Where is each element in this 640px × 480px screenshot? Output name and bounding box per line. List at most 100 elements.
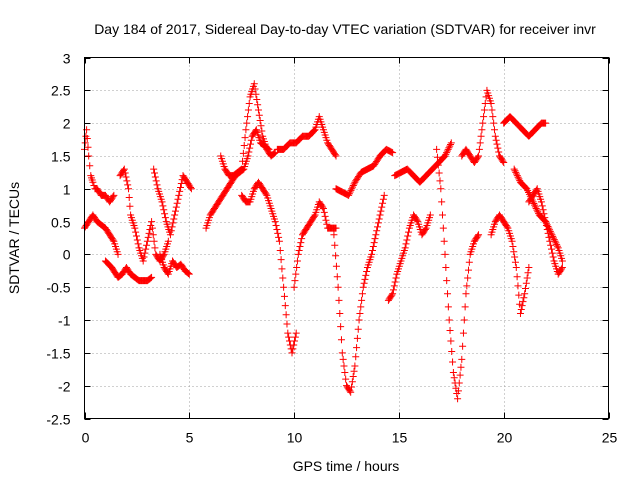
data-point-marker — [515, 291, 523, 299]
data-point-marker — [242, 126, 250, 134]
data-point-marker — [334, 283, 342, 291]
data-point-marker — [465, 258, 473, 266]
data-point-marker — [370, 239, 378, 247]
data-point-marker — [531, 203, 539, 211]
data-point-marker — [247, 140, 255, 148]
data-point-marker — [277, 256, 285, 264]
x-tick-label: 20 — [497, 430, 513, 446]
y-tick-label: 0 — [63, 247, 71, 263]
data-point-marker — [541, 214, 549, 222]
data-point-marker — [435, 169, 443, 177]
data-point-marker — [521, 290, 529, 298]
data-point-marker — [368, 246, 376, 254]
data-point-marker — [447, 140, 455, 148]
data-point-marker — [403, 236, 411, 244]
data-point-marker — [544, 229, 552, 237]
data-point-marker — [374, 223, 382, 231]
data-point-marker — [442, 264, 450, 272]
x-tick-label: 10 — [287, 430, 303, 446]
data-point-marker — [389, 149, 397, 157]
data-point-marker — [488, 106, 496, 114]
data-point-marker — [404, 232, 412, 240]
data-point-marker — [446, 142, 454, 150]
data-point-marker — [240, 141, 248, 149]
data-point-marker — [359, 283, 367, 291]
data-point-marker — [405, 228, 413, 236]
x-tick-label: 25 — [602, 430, 618, 446]
data-point-marker — [167, 227, 175, 235]
series-track-u — [525, 185, 566, 278]
data-point-marker — [288, 349, 296, 357]
data-point-marker — [142, 245, 150, 253]
data-point-marker — [250, 80, 258, 88]
data-point-marker — [476, 139, 484, 147]
data-point-marker — [545, 233, 553, 241]
series-track-r — [487, 211, 533, 317]
data-point-marker — [374, 219, 382, 227]
series-track-k — [290, 198, 340, 291]
data-point-marker — [335, 296, 343, 304]
data-point-marker — [522, 279, 530, 287]
data-point-marker — [279, 274, 287, 282]
data-point-marker — [280, 292, 288, 300]
data-point-marker — [244, 113, 252, 121]
data-point-marker — [338, 349, 346, 357]
data-point-marker — [454, 387, 462, 395]
data-point-marker — [322, 216, 330, 224]
data-point-marker — [532, 186, 540, 194]
data-point-marker — [542, 119, 550, 127]
data-point-marker — [508, 237, 516, 245]
data-point-marker — [281, 302, 289, 310]
series-track-n — [384, 211, 434, 304]
series-track-c — [101, 257, 156, 285]
data-point-marker — [282, 311, 290, 319]
data-point-marker — [172, 203, 180, 211]
data-point-marker — [510, 165, 518, 173]
data-point-marker — [347, 186, 355, 194]
data-point-marker — [369, 243, 377, 251]
data-point-marker — [450, 374, 458, 382]
data-point-marker — [109, 193, 117, 201]
data-point-marker — [310, 127, 318, 135]
data-point-marker — [350, 180, 358, 188]
data-point-marker — [134, 240, 142, 248]
data-point-marker — [270, 149, 278, 157]
data-point-marker — [350, 367, 358, 375]
data-point-marker — [356, 309, 364, 317]
data-point-marker — [340, 362, 348, 370]
data-point-marker — [332, 152, 340, 160]
data-point-marker — [544, 223, 552, 231]
data-point-marker — [150, 165, 158, 173]
data-point-marker — [125, 185, 133, 193]
data-point-marker — [376, 211, 384, 219]
data-point-marker — [477, 132, 485, 140]
data-point-marker — [438, 198, 446, 206]
data-point-marker — [339, 355, 347, 363]
data-point-marker — [500, 159, 508, 167]
data-point-marker — [360, 279, 368, 287]
series-track-f — [156, 250, 193, 278]
data-point-marker — [474, 232, 482, 240]
data-point-marker — [298, 235, 306, 243]
data-point-marker — [139, 257, 147, 265]
data-point-marker — [291, 337, 299, 345]
data-point-marker — [546, 237, 554, 245]
data-point-marker — [517, 306, 525, 314]
data-point-marker — [247, 136, 255, 144]
data-point-marker — [333, 273, 341, 281]
data-point-marker — [285, 333, 293, 341]
data-point-marker — [159, 202, 167, 210]
data-point-marker — [144, 233, 152, 241]
data-point-marker — [351, 362, 359, 370]
data-point-marker — [524, 269, 532, 277]
data-point-marker — [443, 149, 451, 157]
data-point-marker — [379, 199, 387, 207]
series-track-h — [217, 80, 279, 180]
data-point-marker — [421, 225, 429, 233]
data-point-marker — [558, 264, 566, 272]
data-point-marker — [402, 240, 410, 248]
plot-frame — [84, 57, 609, 419]
y-tick-label: -0.5 — [46, 280, 70, 296]
data-point-marker — [332, 252, 340, 260]
